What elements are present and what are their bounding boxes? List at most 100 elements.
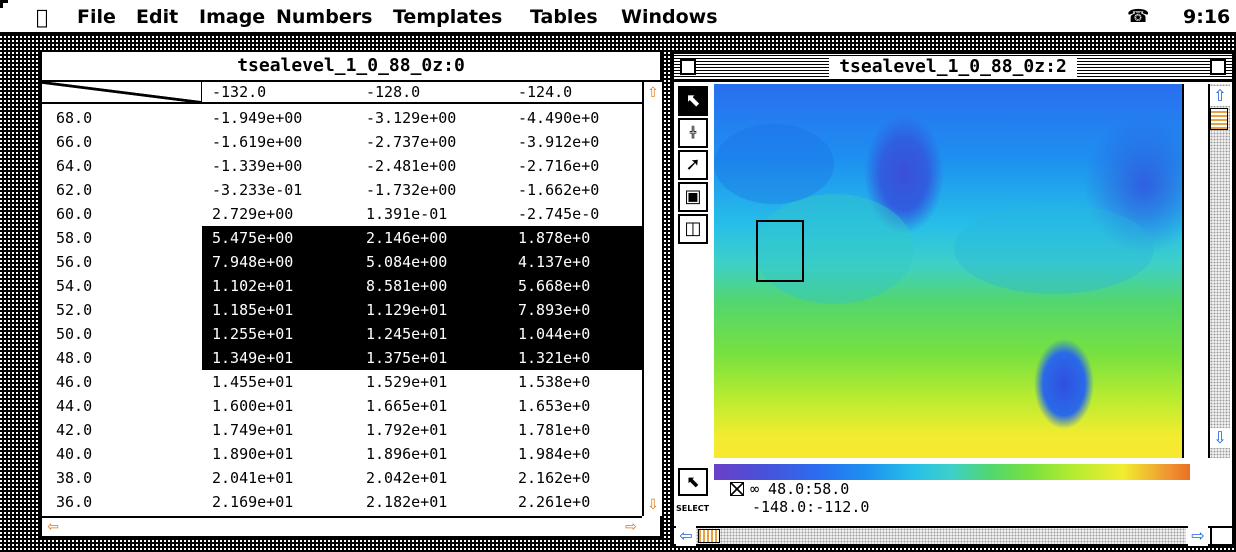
menu-edit[interactable]: Edit bbox=[136, 6, 179, 28]
row-label[interactable]: 54.0 bbox=[56, 277, 93, 295]
row-label[interactable]: 64.0 bbox=[56, 157, 93, 175]
column-header[interactable]: -124.0 bbox=[518, 83, 573, 101]
line-tool-icon[interactable]: ➚ bbox=[678, 150, 708, 180]
table-row[interactable]: 38.0 2.041e+01 2.042e+01 2.162e+0 bbox=[42, 466, 642, 490]
checkbox-icon[interactable] bbox=[730, 482, 744, 496]
frame-tool-icon[interactable]: ◫ bbox=[678, 214, 708, 244]
row-label[interactable]: 36.0 bbox=[56, 493, 93, 511]
row-label[interactable]: 48.0 bbox=[56, 349, 93, 367]
table-row[interactable]: 44.0 1.600e+01 1.665e+01 1.653e+0 bbox=[42, 394, 642, 418]
menu-windows[interactable]: Windows bbox=[621, 6, 718, 28]
resize-box-icon[interactable] bbox=[1210, 528, 1230, 544]
scroll-left-arrow-icon[interactable]: ⇦ bbox=[47, 519, 59, 535]
table-cell[interactable]: 2.162e+0 bbox=[518, 469, 591, 487]
table-cell[interactable]: 2.169e+01 bbox=[212, 493, 294, 511]
table-cell[interactable]: 1.665e+01 bbox=[366, 397, 448, 415]
table-cell[interactable]: -3.129e+00 bbox=[366, 109, 457, 127]
table-cell[interactable]: -1.732e+00 bbox=[366, 181, 457, 199]
column-header[interactable]: -128.0 bbox=[366, 83, 421, 101]
table-cell[interactable]: 1.984e+0 bbox=[518, 445, 591, 463]
menu-tables[interactable]: Tables bbox=[530, 6, 598, 28]
telephone-icon[interactable]: ☎ bbox=[1127, 6, 1150, 27]
table-cell[interactable]: 1.375e+01 bbox=[366, 349, 448, 367]
row-label[interactable]: 56.0 bbox=[56, 253, 93, 271]
selection-rectangle[interactable] bbox=[756, 220, 804, 282]
table-cell[interactable]: 2.182e+01 bbox=[366, 493, 448, 511]
table-cell[interactable]: 1.529e+01 bbox=[366, 373, 448, 391]
table-cell[interactable]: 4.137e+0 bbox=[518, 253, 591, 271]
table-row[interactable]: 50.0 1.255e+01 1.245e+01 1.044e+0 bbox=[42, 322, 642, 346]
column-header[interactable]: -132.0 bbox=[212, 83, 267, 101]
table-window-title[interactable]: tsealevel_1_0_88_0z:0 bbox=[42, 52, 660, 82]
table-cell[interactable]: -2.737e+00 bbox=[366, 133, 457, 151]
row-label[interactable]: 44.0 bbox=[56, 397, 93, 415]
table-cell[interactable]: 1.391e-01 bbox=[366, 205, 448, 223]
table-row[interactable]: 36.0 2.169e+01 2.182e+01 2.261e+0 bbox=[42, 490, 642, 514]
menu-file[interactable]: File bbox=[77, 6, 116, 28]
table-cell[interactable]: 1.455e+01 bbox=[212, 373, 294, 391]
table-cell[interactable]: -2.745e-0 bbox=[518, 205, 600, 223]
table-cell[interactable]: 1.245e+01 bbox=[366, 325, 448, 343]
table-cell[interactable]: 1.129e+01 bbox=[366, 301, 448, 319]
table-row[interactable]: 68.0 -1.949e+00 -3.129e+00 -4.490e+0 bbox=[42, 106, 642, 130]
table-row[interactable]: 58.0 5.475e+00 2.146e+00 1.878e+0 bbox=[42, 226, 642, 250]
table-row[interactable]: 64.0 -1.339e+00 -2.481e+00 -2.716e+0 bbox=[42, 154, 642, 178]
row-label[interactable]: 60.0 bbox=[56, 205, 93, 223]
table-cell[interactable]: 5.668e+0 bbox=[518, 277, 591, 295]
table-row[interactable]: 56.0 7.948e+00 5.084e+00 4.137e+0 bbox=[42, 250, 642, 274]
table-row[interactable]: 40.0 1.890e+01 1.896e+01 1.984e+0 bbox=[42, 442, 642, 466]
scroll-up-arrow-icon[interactable]: ⇧ bbox=[1210, 86, 1230, 106]
table-cell[interactable]: -1.339e+00 bbox=[212, 157, 303, 175]
ruler-tool-icon[interactable]: ╬ bbox=[678, 118, 708, 148]
menu-image[interactable]: Image bbox=[199, 6, 266, 28]
table-row[interactable]: 42.0 1.749e+01 1.792e+01 1.781e+0 bbox=[42, 418, 642, 442]
menu-numbers[interactable]: Numbers bbox=[276, 6, 373, 28]
table-cell[interactable]: -2.481e+00 bbox=[366, 157, 457, 175]
table-horizontal-scrollbar[interactable]: ⇦ ⇨ bbox=[42, 516, 642, 536]
table-cell[interactable]: 7.893e+0 bbox=[518, 301, 591, 319]
table-cell[interactable]: 1.349e+01 bbox=[212, 349, 294, 367]
table-row[interactable]: 66.0 -1.619e+00 -2.737e+00 -3.912e+0 bbox=[42, 130, 642, 154]
table-row[interactable]: 48.0 1.349e+01 1.375e+01 1.321e+0 bbox=[42, 346, 642, 370]
table-cell[interactable]: 1.538e+0 bbox=[518, 373, 591, 391]
table-cell[interactable]: -2.716e+0 bbox=[518, 157, 600, 175]
scroll-right-arrow-icon[interactable]: ⇨ bbox=[625, 519, 637, 535]
table-cell[interactable]: 1.044e+0 bbox=[518, 325, 591, 343]
arrow-tool-icon[interactable]: ⬉ bbox=[678, 86, 708, 116]
table-cell[interactable]: 2.261e+0 bbox=[518, 493, 591, 511]
table-cell[interactable]: 5.084e+00 bbox=[366, 253, 448, 271]
row-label[interactable]: 68.0 bbox=[56, 109, 93, 127]
scroll-right-arrow-icon[interactable]: ⇨ bbox=[1188, 526, 1208, 546]
row-label[interactable]: 40.0 bbox=[56, 445, 93, 463]
table-cell[interactable]: -3.912e+0 bbox=[518, 133, 600, 151]
row-label[interactable]: 66.0 bbox=[56, 133, 93, 151]
scroll-left-arrow-icon[interactable]: ⇦ bbox=[676, 526, 696, 546]
scroll-thumb[interactable] bbox=[1210, 108, 1228, 130]
menu-templates[interactable]: Templates bbox=[393, 6, 503, 28]
row-label[interactable]: 38.0 bbox=[56, 469, 93, 487]
table-cell[interactable]: 2.041e+01 bbox=[212, 469, 294, 487]
table-cell[interactable]: 1.255e+01 bbox=[212, 325, 294, 343]
table-cell[interactable]: -1.662e+0 bbox=[518, 181, 600, 199]
table-vertical-scrollbar[interactable]: ⇧ ⇩ bbox=[642, 82, 662, 516]
close-box-icon[interactable] bbox=[680, 59, 696, 75]
image-horizontal-scrollbar[interactable]: ⇦ ⇨ bbox=[674, 526, 1232, 546]
table-cell[interactable]: 1.185e+01 bbox=[212, 301, 294, 319]
table-cell[interactable]: 1.749e+01 bbox=[212, 421, 294, 439]
table-cell[interactable]: 2.729e+00 bbox=[212, 205, 294, 223]
scroll-down-arrow-icon[interactable]: ⇩ bbox=[647, 497, 659, 513]
table-cell[interactable]: 1.878e+0 bbox=[518, 229, 591, 247]
table-cell[interactable]: 1.890e+01 bbox=[212, 445, 294, 463]
table-cell[interactable]: 1.896e+01 bbox=[366, 445, 448, 463]
table-cell[interactable]: -1.619e+00 bbox=[212, 133, 303, 151]
table-row[interactable]: 46.0 1.455e+01 1.529e+01 1.538e+0 bbox=[42, 370, 642, 394]
scroll-track[interactable] bbox=[1208, 84, 1230, 458]
zoom-tool-icon[interactable]: ▣ bbox=[678, 182, 708, 212]
table-cell[interactable]: 1.102e+01 bbox=[212, 277, 294, 295]
table-cell[interactable]: -1.949e+00 bbox=[212, 109, 303, 127]
table-cell[interactable]: 1.792e+01 bbox=[366, 421, 448, 439]
table-cell[interactable]: 1.600e+01 bbox=[212, 397, 294, 415]
table-cell[interactable]: -4.490e+0 bbox=[518, 109, 600, 127]
image-vertical-scrollbar[interactable]: ⇧ ⇩ bbox=[1184, 84, 1232, 458]
table-cell[interactable]: 2.146e+00 bbox=[366, 229, 448, 247]
